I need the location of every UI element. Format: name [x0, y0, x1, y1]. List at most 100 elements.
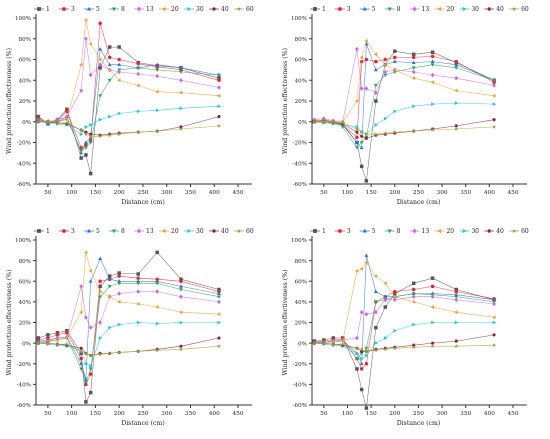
data-point: [359, 164, 364, 169]
x-tick-label: 450: [507, 190, 518, 196]
data-point: [331, 120, 336, 125]
data-point: [178, 310, 183, 315]
data-point: [359, 55, 364, 60]
data-point: [117, 279, 122, 283]
data-point: [216, 312, 221, 317]
data-point: [117, 62, 122, 67]
data-point: [98, 336, 103, 340]
data-point: [107, 67, 112, 72]
legend-label: 5: [96, 6, 100, 13]
x-tick-label: 400: [484, 190, 495, 196]
series-5: [312, 41, 497, 150]
data-point: [411, 299, 416, 304]
data-point: [216, 123, 222, 128]
legend-label: 3: [347, 6, 351, 13]
x-axis-title: Distance (cm): [121, 199, 165, 206]
x-tick-label: 200: [389, 411, 400, 417]
legend-label: 5: [372, 6, 376, 13]
data-point: [155, 89, 159, 94]
data-point: [354, 269, 359, 273]
legend-marker: [187, 6, 192, 12]
data-point: [492, 118, 496, 122]
y-tick-label: 100%: [15, 16, 31, 22]
legend-marker: [86, 6, 92, 11]
series-1: [36, 45, 221, 176]
data-point: [83, 18, 88, 22]
legend-marker: [111, 7, 117, 12]
data-point: [98, 284, 102, 289]
data-point: [373, 67, 378, 72]
legend-marker: [111, 229, 117, 234]
data-point: [454, 297, 459, 303]
data-point: [492, 102, 497, 107]
data-point: [36, 336, 41, 340]
data-point: [108, 114, 112, 119]
data-point: [179, 279, 183, 283]
y-tick-label: 0%: [298, 341, 307, 347]
data-point: [88, 269, 93, 273]
data-point: [117, 271, 121, 275]
data-point: [216, 93, 221, 98]
data-point: [117, 274, 121, 278]
data-point: [98, 94, 103, 98]
legend: 1 3 5 8 13 20 30 40 60: [310, 228, 529, 235]
legend-label: 60: [246, 6, 254, 13]
x-tick-label: 50: [320, 190, 328, 196]
x-tick-label: 250: [137, 190, 148, 196]
x-tick-label: 300: [161, 411, 172, 417]
chart-panel-top-right: -60% -40% -20% 0% 20% 40% 60% 80% 100% 50 100 150 20…: [282, 6, 529, 206]
series-20: [312, 260, 496, 346]
data-point: [355, 146, 359, 150]
data-point: [55, 331, 60, 335]
data-point: [374, 133, 378, 137]
x-tick-label: 200: [389, 190, 400, 196]
data-point: [107, 62, 112, 67]
data-point: [179, 65, 183, 70]
data-point: [364, 406, 369, 410]
y-tick-label: 40%: [19, 78, 31, 84]
data-point: [393, 289, 397, 294]
data-point: [79, 156, 83, 160]
data-point: [359, 347, 364, 352]
y-tick-label: 60%: [19, 279, 31, 285]
data-point: [411, 292, 416, 296]
data-point: [430, 54, 435, 59]
data-point: [355, 351, 360, 356]
data-point: [89, 122, 93, 127]
data-point: [88, 134, 93, 139]
data-point: [430, 50, 435, 54]
data-point: [355, 335, 359, 341]
data-point: [374, 341, 378, 346]
data-point: [84, 125, 89, 129]
data-point: [45, 119, 51, 124]
series-line: [314, 49, 495, 123]
data-point: [364, 179, 369, 183]
data-point: [98, 117, 103, 122]
data-point: [79, 310, 83, 315]
data-point: [360, 356, 364, 361]
legend-marker: [37, 7, 41, 11]
data-point: [117, 45, 121, 49]
data-point: [136, 276, 140, 280]
data-point: [107, 78, 112, 83]
data-point: [454, 124, 458, 128]
data-point: [178, 90, 183, 95]
legend-marker: [136, 228, 142, 234]
data-point: [312, 119, 317, 124]
data-point: [64, 341, 70, 346]
data-point: [179, 70, 183, 75]
data-point: [179, 277, 183, 281]
data-point: [392, 67, 397, 72]
legend-marker: [62, 229, 66, 233]
data-point: [107, 277, 112, 281]
data-point: [383, 57, 388, 62]
data-point: [359, 367, 364, 371]
data-point: [355, 357, 359, 361]
x-tick-label: 400: [209, 411, 220, 417]
chart-panel-top-left: -60% -40% -20% 0% 20% 40% 60% 80% 100% 50 100 150 20…: [6, 6, 254, 206]
legend-marker: [462, 6, 467, 12]
legend-marker: [437, 6, 441, 12]
series-13: [312, 46, 497, 125]
data-point: [392, 346, 397, 351]
data-point: [178, 347, 184, 352]
